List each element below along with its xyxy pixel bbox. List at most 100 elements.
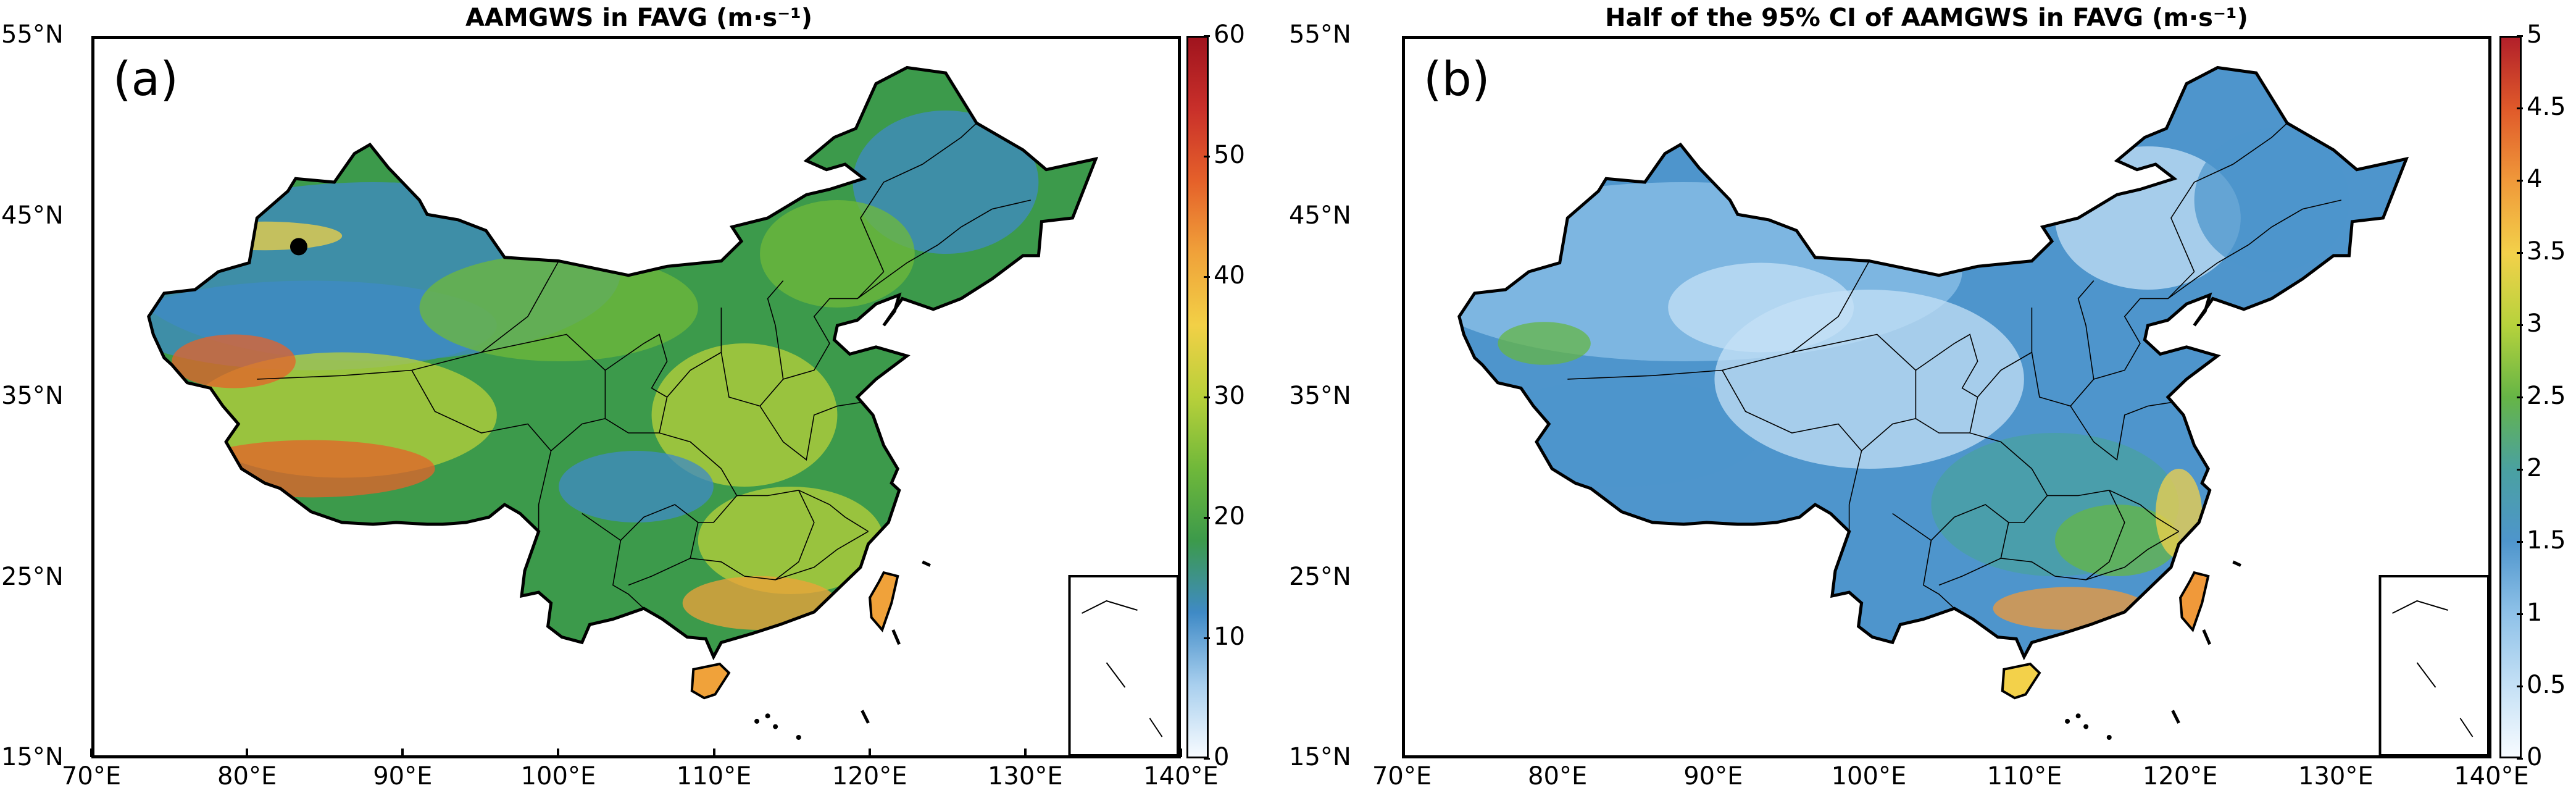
colorbar-tick-label: 4 xyxy=(2527,165,2543,193)
taiwan xyxy=(869,571,899,632)
x-tick-label: 100°E xyxy=(1831,762,1907,791)
colorbar-tick-label: 1 xyxy=(2527,598,2543,627)
colorbar-tick-label: 2.5 xyxy=(2527,382,2566,410)
colorbar-tick xyxy=(2517,180,2523,182)
x-tick-label: 90°E xyxy=(373,762,433,791)
province-boundary xyxy=(698,495,738,523)
colorbar-tick xyxy=(1204,156,1210,157)
island-dot xyxy=(2075,713,2081,719)
colorbar-tick xyxy=(2517,35,2523,37)
x-tick-label: 140°E xyxy=(2454,762,2529,791)
island-dot xyxy=(773,724,778,729)
y-tick-label: 15°N xyxy=(1,743,64,771)
dash-line xyxy=(922,560,931,567)
colorbar-tick xyxy=(2517,469,2523,471)
dash-line xyxy=(2232,560,2241,567)
map-panel-a: AAMGWS in FAVG (m·s⁻¹) (a) 0 10 20 30 40 50 60… xyxy=(1,4,1245,791)
province-boundary xyxy=(1923,540,1955,609)
colorbar-tick-label: 20 xyxy=(1214,502,1245,531)
colorbar-tick xyxy=(2517,107,2523,109)
y-tick-label: 25°N xyxy=(1,562,64,591)
y-tick-label: 55°N xyxy=(1,20,64,49)
colorbar-tick xyxy=(2517,758,2523,760)
colorbar-tick xyxy=(2517,541,2523,543)
x-tick-label: 140°E xyxy=(1143,762,1219,791)
colorbar-tick-label: 5 xyxy=(2527,20,2543,49)
island-dot xyxy=(2106,735,2112,740)
province-boundary xyxy=(1722,370,1862,532)
province-boundary xyxy=(775,490,815,581)
x-tick-label: 120°E xyxy=(832,762,907,791)
x-tick xyxy=(557,749,560,757)
province-boundary xyxy=(2008,495,2048,523)
country-border xyxy=(1457,65,2409,661)
colorbar-tick xyxy=(1204,35,1210,37)
x-tick-label: 110°E xyxy=(1986,762,2062,791)
province-boundary xyxy=(481,333,606,451)
island-dot xyxy=(796,735,801,740)
colorbar-tick xyxy=(1204,517,1210,519)
china-map xyxy=(1457,65,2488,755)
province-boundary xyxy=(2170,122,2288,272)
dash-line xyxy=(861,710,870,724)
colorbar-tick xyxy=(2517,686,2523,687)
x-tick xyxy=(1180,749,1182,757)
y-tick-label: 45°N xyxy=(1,201,64,230)
country-border xyxy=(147,65,1099,661)
x-tick-label: 70°E xyxy=(61,762,122,791)
province-boundary xyxy=(759,401,861,461)
panel-title: Half of the 95% CI of AAMGWS in FAVG (m·… xyxy=(1605,4,2248,32)
colorbar-tick-label: 1.5 xyxy=(2527,526,2566,555)
province-boundary xyxy=(1791,333,1917,451)
colorbar-tick-label: 30 xyxy=(1214,382,1245,410)
y-tick-label: 55°N xyxy=(1289,20,1351,49)
y-tick-label: 35°N xyxy=(1289,382,1351,410)
hainan xyxy=(690,662,731,700)
province-boundary xyxy=(1915,333,1978,398)
x-tick-label: 80°E xyxy=(1528,762,1588,791)
panel-letter: (b) xyxy=(1423,51,1490,106)
dash-line xyxy=(891,629,901,645)
colorbar-tick xyxy=(1204,758,1210,760)
map-frame: (b) xyxy=(1402,36,2491,758)
colorbar-tick-label: 10 xyxy=(1214,623,1245,651)
province-boundary xyxy=(1892,504,2009,586)
province-boundary xyxy=(411,370,552,532)
colorbar-tick-label: 2 xyxy=(2527,454,2543,482)
colorbar-tick-label: 3 xyxy=(2527,309,2543,338)
x-tick xyxy=(246,749,249,757)
china-map xyxy=(147,65,1178,755)
colorbar-tick-label: 0.5 xyxy=(2527,671,2566,699)
panel-title: AAMGWS in FAVG (m·s⁻¹) xyxy=(465,4,813,32)
x-tick xyxy=(712,749,715,757)
x-tick-label: 70°E xyxy=(1372,762,1432,791)
y-tick-label: 25°N xyxy=(1289,562,1351,591)
province-boundary xyxy=(1567,261,1870,380)
x-tick-label: 130°E xyxy=(2298,762,2374,791)
province-boundary xyxy=(860,122,977,272)
panel-letter: (a) xyxy=(113,51,178,106)
province-boundary xyxy=(1969,308,2033,434)
x-tick-label: 120°E xyxy=(2142,762,2218,791)
colorbar-tick-label: 3.5 xyxy=(2527,237,2566,266)
province-boundary xyxy=(857,199,1031,300)
colorbar-tick xyxy=(1204,276,1210,278)
south-china-sea-inset xyxy=(1068,575,1178,755)
colorbar-tick-label: 40 xyxy=(1214,261,1245,290)
province-boundary xyxy=(2070,401,2172,461)
south-china-sea-inset xyxy=(2378,575,2488,755)
colorbar-tick xyxy=(2517,396,2523,398)
colorbar-tick-label: 0 xyxy=(1214,743,1230,771)
x-tick xyxy=(868,749,871,757)
dash-line xyxy=(2202,629,2211,645)
map-panel-b: Half of the 95% CI of AAMGWS in FAVG (m·… xyxy=(1288,0,2576,801)
colorbar-tick xyxy=(2517,324,2523,326)
x-tick xyxy=(1023,749,1027,757)
hainan xyxy=(2001,662,2041,700)
x-tick-label: 90°E xyxy=(1683,762,1743,791)
island-dot xyxy=(754,718,760,724)
x-tick-label: 130°E xyxy=(988,762,1063,791)
map-frame: (a) xyxy=(91,36,1181,758)
province-boundary xyxy=(659,308,722,434)
province-boundary xyxy=(604,333,668,398)
